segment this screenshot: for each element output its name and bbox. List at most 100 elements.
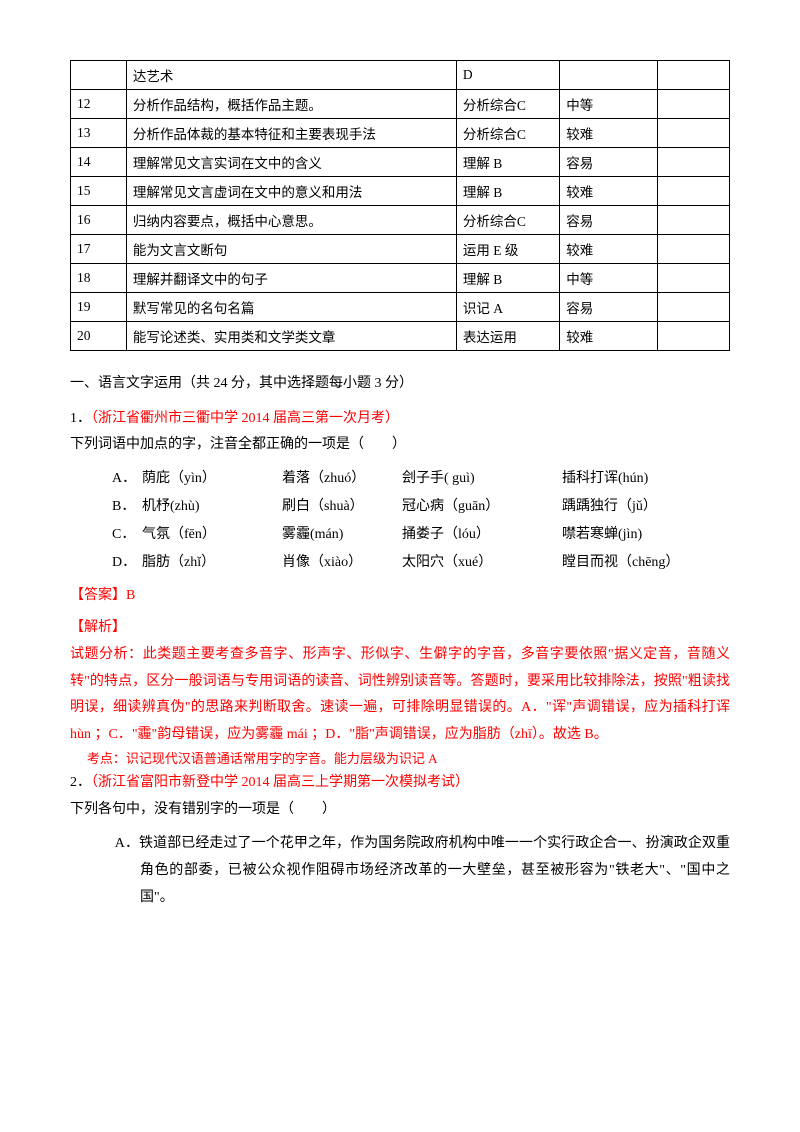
option-word: 噤若寒蝉(jìn) xyxy=(562,521,730,549)
cell-difficulty: 容易 xyxy=(560,293,658,322)
cell-num: 12 xyxy=(71,90,127,119)
cell-content: 能写论述类、实用类和文学类文章 xyxy=(126,322,456,351)
cell-level: 识记 A xyxy=(456,293,559,322)
option-word: 踽踽独行（jǔ） xyxy=(562,493,730,521)
q1-options: A．荫庇（yìn）着落（zhuó）刽子手( guì)插科打诨(hún)B．机杼(… xyxy=(112,465,730,577)
cell-difficulty: 中等 xyxy=(560,90,658,119)
table-row: 16归纳内容要点，概括中心意思。分析综合C容易 xyxy=(71,206,730,235)
q2-option-a: A．铁道部已经走过了一个花甲之年，作为国务院政府机构中唯一一个实行政企合一、扮演… xyxy=(115,830,730,912)
cell-blank xyxy=(658,235,730,264)
cell-difficulty: 较难 xyxy=(560,119,658,148)
cell-blank xyxy=(658,264,730,293)
cell-num: 19 xyxy=(71,293,127,322)
cell-num: 18 xyxy=(71,264,127,293)
option-word: 脂肪（zhǐ） xyxy=(142,549,282,577)
option-word: 肖像（xiào） xyxy=(282,549,402,577)
cell-content: 默写常见的名句名篇 xyxy=(126,293,456,322)
cell-blank xyxy=(658,148,730,177)
cell-level: 分析综合C xyxy=(456,206,559,235)
cell-difficulty xyxy=(560,61,658,90)
table-row: 19默写常见的名句名篇识记 A容易 xyxy=(71,293,730,322)
cell-blank xyxy=(658,90,730,119)
cell-blank xyxy=(658,119,730,148)
q1-prefix: 1． xyxy=(70,411,91,426)
cell-num: 16 xyxy=(71,206,127,235)
cell-content: 理解常见文言虚词在文中的意义和用法 xyxy=(126,177,456,206)
question-1: 1．（浙江省衢州市三衢中学 2014 届高三第一次月考） 下列词语中加点的字，注音… xyxy=(70,406,730,459)
option-word: 雾霾(mán) xyxy=(282,521,402,549)
q1-jiexi-label: 【解析】 xyxy=(70,615,730,642)
option-word: 插科打诨(hún) xyxy=(562,465,730,493)
question-2: 2．（浙江省富阳市新登中学 2014 届高三上学期第一次模拟考试） 下列各句中，没… xyxy=(70,770,730,823)
cell-content: 归纳内容要点，概括中心意思。 xyxy=(126,206,456,235)
option-word: 气氛（fēn） xyxy=(142,521,282,549)
cell-difficulty: 较难 xyxy=(560,235,658,264)
option-word: 捅娄子（lóu） xyxy=(402,521,562,549)
option-row: B．机杼(zhù)刷白（shuà）冠心病（guān）踽踽独行（jǔ） xyxy=(112,493,730,521)
cell-num: 15 xyxy=(71,177,127,206)
q1-stem: 下列词语中加点的字，注音全都正确的一项是（ ） xyxy=(70,437,406,452)
q2-stem: 下列各句中，没有错别字的一项是（ ） xyxy=(70,802,336,817)
cell-difficulty: 容易 xyxy=(560,206,658,235)
option-word: 瞠目而视（chēng） xyxy=(562,549,730,577)
table-row: 12分析作品结构，概括作品主题。分析综合C中等 xyxy=(71,90,730,119)
cell-blank xyxy=(658,206,730,235)
cell-difficulty: 较难 xyxy=(560,322,658,351)
table-row: 17能为文言文断句运用 E 级较难 xyxy=(71,235,730,264)
option-word: 刽子手( guì) xyxy=(402,465,562,493)
cell-level: 理解 B xyxy=(456,148,559,177)
table-row: 20能写论述类、实用类和文学类文章表达运用较难 xyxy=(71,322,730,351)
cell-num xyxy=(71,61,127,90)
cell-level: 运用 E 级 xyxy=(456,235,559,264)
cell-blank xyxy=(658,177,730,206)
option-word: 着落（zhuó） xyxy=(282,465,402,493)
table-row: 13分析作品体裁的基本特征和主要表现手法分析综合C较难 xyxy=(71,119,730,148)
option-word: 荫庇（yìn） xyxy=(142,465,282,493)
q2-prefix: 2． xyxy=(70,775,91,790)
cell-level: 理解 B xyxy=(456,177,559,206)
cell-content: 能为文言文断句 xyxy=(126,235,456,264)
cell-level: 分析综合C xyxy=(456,90,559,119)
table-row: 18理解并翻译文中的句子理解 B中等 xyxy=(71,264,730,293)
cell-difficulty: 中等 xyxy=(560,264,658,293)
option-label: C． xyxy=(112,521,142,549)
q2-source: （浙江省富阳市新登中学 2014 届高三上学期第一次模拟考试） xyxy=(91,775,469,790)
q1-kaodian: 考点：识记现代汉语普通话常用字的字音。能力层级为识记 A xyxy=(87,748,730,770)
cell-num: 13 xyxy=(71,119,127,148)
section-1-heading: 一、语言文字运用（共 24 分，其中选择题每小题 3 分） xyxy=(70,371,730,398)
cell-num: 14 xyxy=(71,148,127,177)
cell-content: 理解并翻译文中的句子 xyxy=(126,264,456,293)
answer-value: B xyxy=(126,588,135,603)
cell-blank xyxy=(658,293,730,322)
cell-content: 理解常见文言实词在文中的含义 xyxy=(126,148,456,177)
answer-label: 【答案】 xyxy=(70,588,126,603)
q1-source: （浙江省衢州市三衢中学 2014 届高三第一次月考） xyxy=(91,411,399,426)
option-word: 太阳穴（xué） xyxy=(402,549,562,577)
exam-spec-table: 达艺术D12分析作品结构，概括作品主题。分析综合C中等13分析作品体裁的基本特征… xyxy=(70,60,730,351)
cell-content: 达艺术 xyxy=(126,61,456,90)
cell-level: 理解 B xyxy=(456,264,559,293)
q1-answer-block: 【答案】B xyxy=(70,583,730,610)
table-row: 14理解常见文言实词在文中的含义理解 B容易 xyxy=(71,148,730,177)
option-word: 刷白（shuà） xyxy=(282,493,402,521)
option-label: D． xyxy=(112,549,142,577)
cell-num: 20 xyxy=(71,322,127,351)
q1-analysis: 试题分析：此类题主要考查多音字、形声字、形似字、生僻字的字音，多音字要依照"据义… xyxy=(70,642,730,748)
option-word: 冠心病（guān） xyxy=(402,493,562,521)
cell-difficulty: 容易 xyxy=(560,148,658,177)
cell-level: D xyxy=(456,61,559,90)
cell-content: 分析作品体裁的基本特征和主要表现手法 xyxy=(126,119,456,148)
table-row: 15理解常见文言虚词在文中的意义和用法理解 B较难 xyxy=(71,177,730,206)
table-row: 达艺术D xyxy=(71,61,730,90)
cell-content: 分析作品结构，概括作品主题。 xyxy=(126,90,456,119)
cell-level: 分析综合C xyxy=(456,119,559,148)
option-row: D．脂肪（zhǐ）肖像（xiào）太阳穴（xué）瞠目而视（chēng） xyxy=(112,549,730,577)
option-label: A． xyxy=(112,465,142,493)
option-word: 机杼(zhù) xyxy=(142,493,282,521)
cell-blank xyxy=(658,322,730,351)
option-label: B． xyxy=(112,493,142,521)
cell-level: 表达运用 xyxy=(456,322,559,351)
option-row: C．气氛（fēn）雾霾(mán)捅娄子（lóu）噤若寒蝉(jìn) xyxy=(112,521,730,549)
cell-blank xyxy=(658,61,730,90)
cell-num: 17 xyxy=(71,235,127,264)
